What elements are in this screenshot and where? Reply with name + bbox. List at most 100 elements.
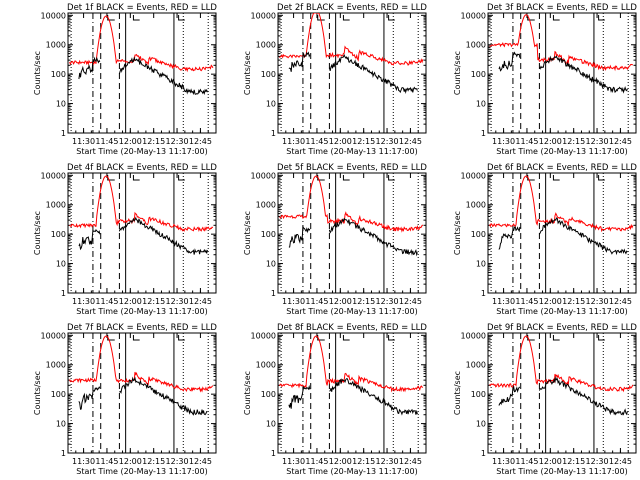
- series-events-line: [78, 386, 101, 410]
- y-tick-label: 1: [61, 289, 66, 298]
- x-tick-label: 12:00: [119, 137, 142, 146]
- x-axis-label: Start Time (20-May-13 11:17:00): [496, 147, 627, 156]
- interval-bracket: [388, 175, 395, 181]
- y-tick-label: 10000: [251, 171, 276, 180]
- interval-bracket: [132, 175, 140, 181]
- y-tick-label: 1000: [46, 41, 66, 50]
- panel-title: Det 3f BLACK = Events, RED = LLD: [487, 3, 637, 13]
- series-events-line: [288, 51, 311, 72]
- y-tick-label: 10: [56, 260, 66, 269]
- x-tick-label: 12:15: [562, 457, 585, 466]
- y-tick-label: 1000: [46, 361, 66, 370]
- x-tick-label: 11:30: [282, 457, 305, 466]
- plot-frame: [277, 332, 427, 454]
- x-tick-label: 12:15: [352, 137, 375, 146]
- series-events-line: [78, 56, 101, 80]
- y-tick-label: 1000: [46, 201, 66, 210]
- x-tick-label: 11:30: [282, 297, 305, 306]
- series-lld-line: [279, 13, 424, 66]
- interval-bracket: [178, 175, 185, 181]
- panel-det-3: Det 3f BLACK = Events, RED = LLD 1 10 100 10…: [453, 3, 637, 156]
- interval-bracket: [552, 335, 560, 341]
- panel-det-2: Det 2f BLACK = Events, RED = LLD 1 10 100 10…: [243, 3, 427, 156]
- y-tick-label: 10000: [41, 11, 66, 20]
- x-tick-label: 12:45: [609, 137, 632, 146]
- series-lld-line: [489, 175, 634, 233]
- y-tick-label: 10000: [251, 11, 276, 20]
- y-tick-label: 1000: [256, 201, 276, 210]
- x-tick-label: 12:30: [586, 137, 609, 146]
- x-tick-label: 12:30: [376, 457, 399, 466]
- y-tick-label: 10000: [41, 331, 66, 340]
- panel-title: Det 8f BLACK = Events, RED = LLD: [277, 323, 427, 333]
- x-tick-label: 12:45: [189, 457, 212, 466]
- series-lld-line: [279, 175, 424, 233]
- series-events-line: [288, 384, 311, 409]
- y-axis-label: Counts/sec: [453, 51, 462, 95]
- interval-bracket: [132, 15, 140, 21]
- interval-bracket: [317, 15, 325, 21]
- x-tick-label: 12:15: [142, 457, 165, 466]
- y-tick-label: 100: [261, 70, 276, 79]
- interval-bracket: [388, 335, 395, 341]
- series-events-line: [328, 53, 418, 94]
- x-tick-label: 12:00: [329, 457, 352, 466]
- interval-bracket: [178, 15, 185, 21]
- x-axis-label: Start Time (20-May-13 11:17:00): [496, 467, 627, 476]
- x-tick-label: 12:30: [376, 297, 399, 306]
- series-events-line: [538, 217, 628, 256]
- series-events-line: [498, 384, 521, 406]
- panel-det-9: Det 9f BLACK = Events, RED = LLD 1 10 100 10…: [453, 323, 637, 476]
- x-tick-label: 11:30: [492, 297, 515, 306]
- series-lld-line: [69, 175, 214, 232]
- series-lld-line: [69, 15, 214, 73]
- series-events-line: [118, 216, 208, 255]
- series-events-line: [118, 56, 208, 96]
- y-tick-label: 1000: [466, 41, 486, 50]
- x-tick-label: 11:45: [515, 457, 538, 466]
- series-events-line: [498, 226, 521, 250]
- x-tick-label: 12:45: [399, 297, 422, 306]
- y-tick-label: 10000: [251, 331, 276, 340]
- x-axis-label: Start Time (20-May-13 11:17:00): [286, 147, 417, 156]
- y-tick-label: 100: [261, 390, 276, 399]
- panel-det-4: Det 4f BLACK = Events, RED = LLD 1 10 100 10…: [33, 163, 217, 316]
- x-tick-label: 11:45: [95, 137, 118, 146]
- y-tick-label: 1000: [256, 41, 276, 50]
- x-tick-label: 11:30: [72, 137, 95, 146]
- series-events-line: [78, 228, 101, 251]
- series-events-line: [329, 378, 418, 416]
- x-tick-label: 12:15: [142, 297, 165, 306]
- x-tick-label: 11:45: [305, 457, 328, 466]
- panel-det-5: Det 5f BLACK = Events, RED = LLD 1 10 100 10…: [243, 163, 427, 316]
- panel-title: Det 9f BLACK = Events, RED = LLD: [487, 323, 637, 333]
- y-tick-label: 1: [61, 129, 66, 138]
- x-tick-label: 12:00: [539, 137, 562, 146]
- x-tick-label: 12:00: [119, 457, 142, 466]
- x-tick-label: 11:45: [515, 297, 538, 306]
- y-axis-label: Counts/sec: [33, 371, 42, 415]
- x-tick-label: 11:45: [305, 297, 328, 306]
- x-tick-label: 12:00: [539, 457, 562, 466]
- x-tick-label: 11:30: [72, 457, 95, 466]
- x-tick-label: 12:00: [539, 297, 562, 306]
- y-axis-label: Counts/sec: [243, 51, 252, 95]
- y-tick-label: 10000: [461, 171, 486, 180]
- x-tick-label: 11:30: [282, 137, 305, 146]
- y-tick-label: 1: [271, 289, 276, 298]
- x-tick-label: 11:30: [72, 297, 95, 306]
- x-tick-label: 11:45: [95, 297, 118, 306]
- series-lld-line: [489, 14, 633, 72]
- plot-frame: [277, 172, 427, 294]
- plot-frame: [67, 12, 217, 134]
- panel-title: Det 4f BLACK = Events, RED = LLD: [67, 163, 217, 173]
- y-axis-label: Counts/sec: [453, 371, 462, 415]
- interval-bracket: [342, 335, 350, 341]
- x-tick-label: 12:30: [166, 297, 189, 306]
- series-lld-line: [69, 335, 214, 393]
- y-tick-label: 1: [481, 129, 486, 138]
- plot-frame: [67, 172, 217, 294]
- series-events-line: [538, 55, 628, 94]
- y-tick-label: 100: [51, 230, 66, 239]
